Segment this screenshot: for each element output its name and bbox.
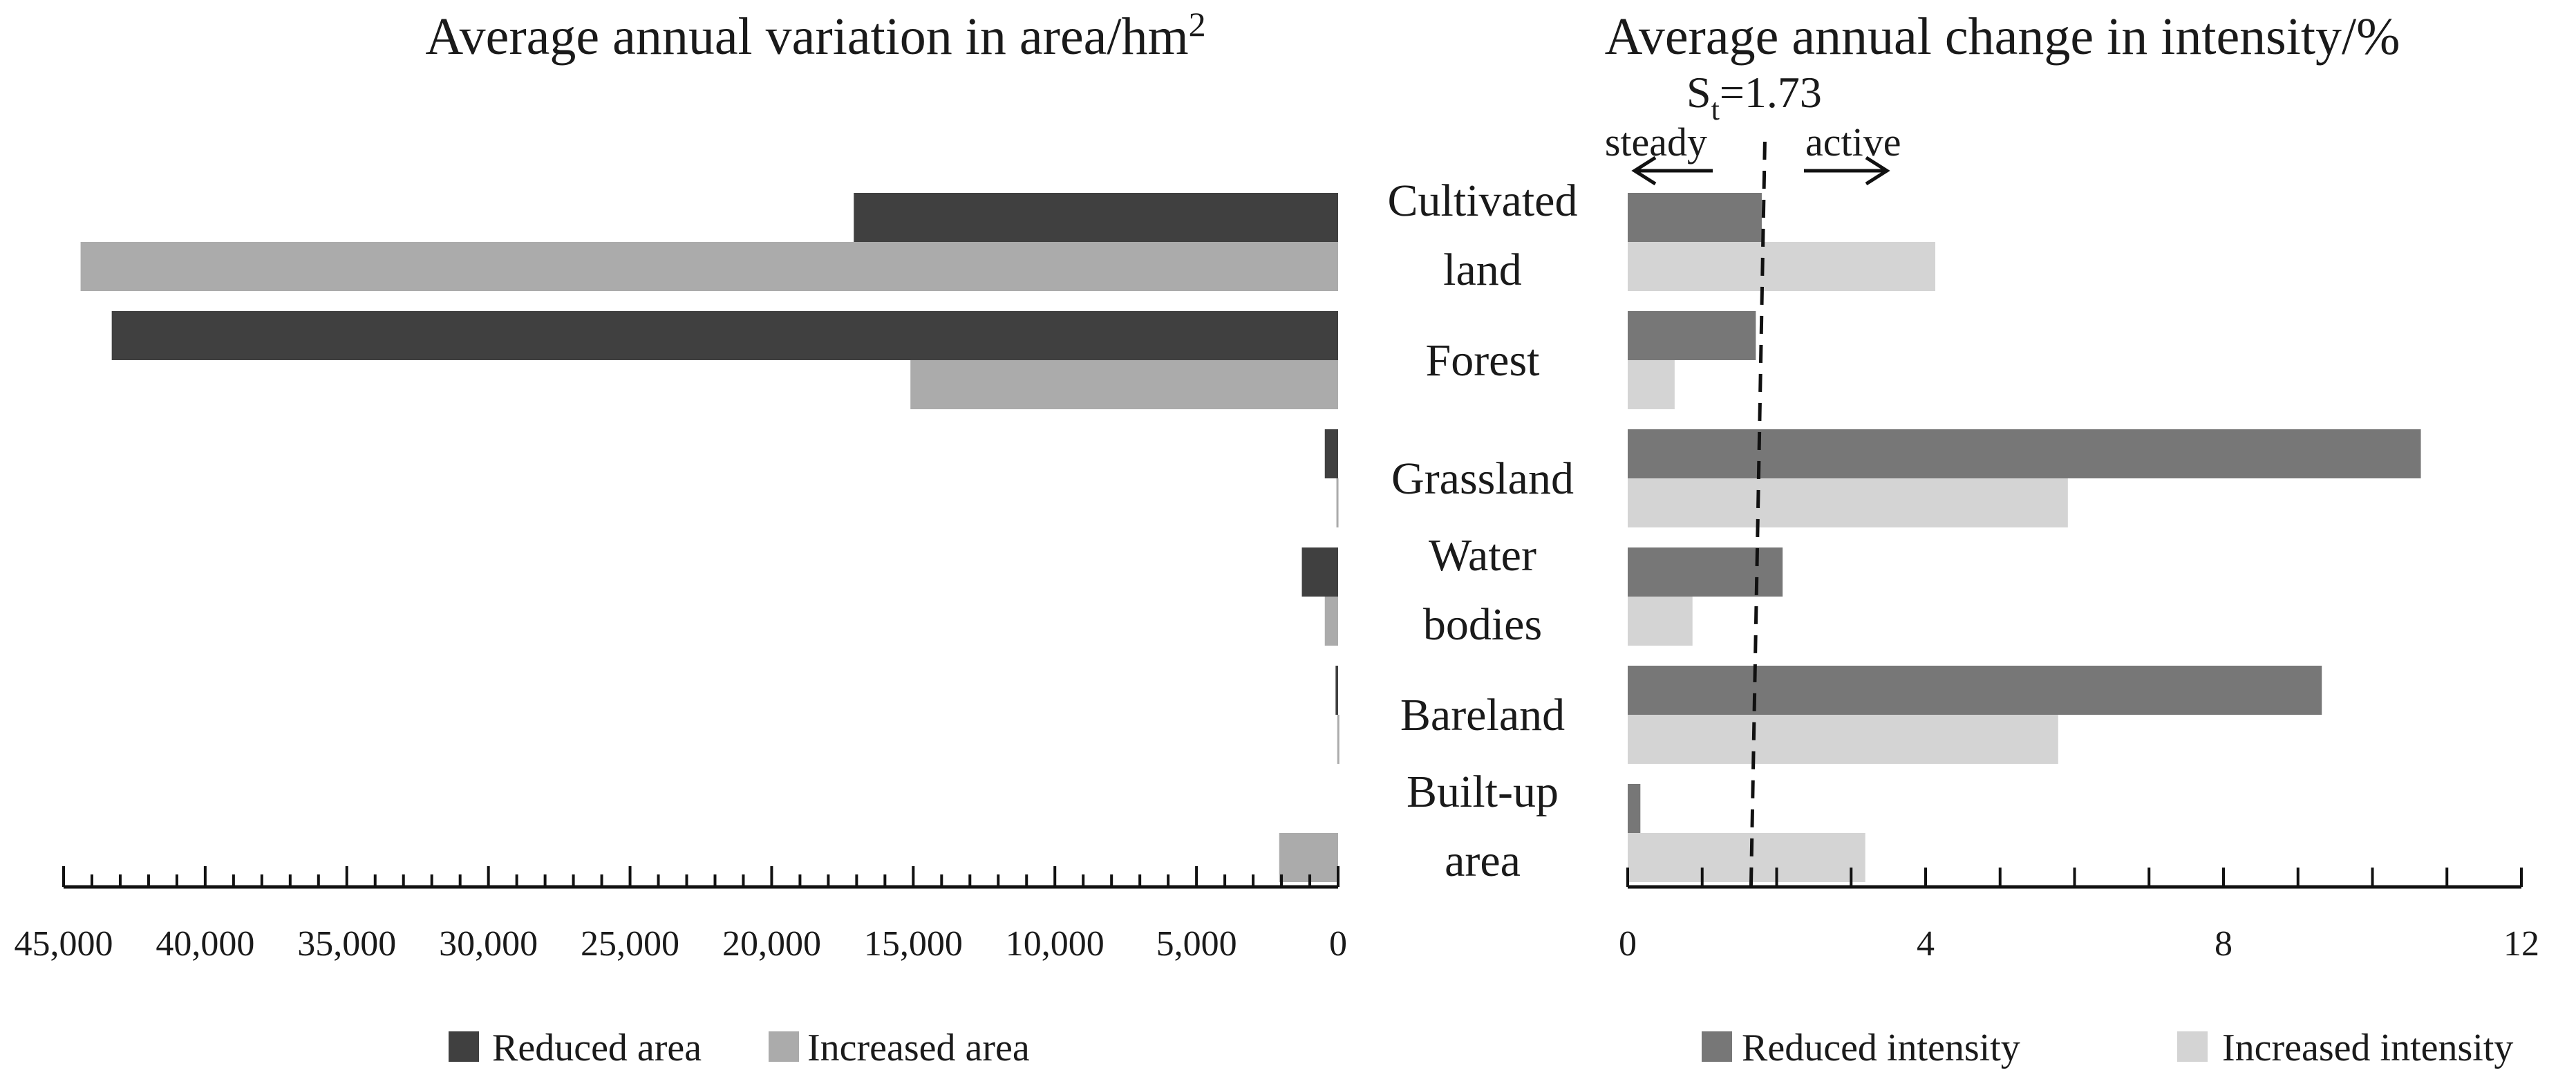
- right-bar-reduced: [1628, 784, 1641, 833]
- right-bar-reduced: [1628, 547, 1783, 597]
- reference-label-subscript: t: [1711, 93, 1720, 127]
- category-label: Forest: [1426, 335, 1540, 386]
- left-bar-reduced: [1301, 547, 1338, 597]
- left-bar-increased: [1279, 833, 1338, 882]
- left-bar-reduced: [854, 193, 1338, 242]
- left-tick-label: 5,000: [1156, 924, 1237, 964]
- right-bar-increased: [1628, 715, 2058, 764]
- right-tick-label: 4: [1917, 924, 1935, 964]
- left-bar-reduced: [1335, 666, 1338, 715]
- legend-swatch: [1702, 1031, 1732, 1062]
- left-bar-reduced: [1324, 429, 1338, 478]
- left-tick-label: 20,000: [722, 924, 821, 964]
- legend-swatch: [2177, 1031, 2208, 1062]
- right-bar-increased: [1628, 478, 2068, 527]
- reference-line-label: St=1.73: [1686, 68, 1822, 127]
- right-bar-increased: [1628, 360, 1675, 409]
- active-annotation: active: [1805, 120, 1901, 165]
- reference-label-s: S: [1686, 68, 1711, 117]
- legend-swatch: [449, 1031, 479, 1062]
- left-bar-increased: [80, 242, 1338, 291]
- category-label: Water: [1429, 530, 1536, 581]
- legend-label: Reduced area: [492, 1027, 702, 1069]
- left-bar-reduced: [111, 311, 1338, 360]
- left-bar-increased: [1324, 597, 1338, 646]
- category-label: Built-up: [1407, 767, 1559, 817]
- right-chart-title: Average annual change in intensity/%: [1605, 8, 2400, 66]
- legend-label: Increased intensity: [2222, 1027, 2513, 1069]
- right-tick-label: 8: [2215, 924, 2232, 964]
- category-label: Grassland: [1391, 453, 1574, 504]
- title-superscript: 2: [1189, 5, 1206, 44]
- right-bar-reduced: [1628, 193, 1762, 242]
- left-tick-label: 15,000: [864, 924, 963, 964]
- left-bar-increased: [910, 360, 1338, 409]
- right-bar-increased: [1628, 242, 1936, 291]
- legend-label: Increased area: [807, 1027, 1030, 1069]
- left-chart-title: Average annual variation in area/hm2: [425, 5, 1205, 66]
- category-label: area: [1445, 836, 1521, 886]
- right-bar-reduced: [1628, 429, 2421, 478]
- left-arrow-icon: [1631, 156, 1713, 186]
- legend-label: Reduced intensity: [1742, 1027, 2020, 1069]
- category-label: bodies: [1423, 599, 1542, 650]
- reference-line-dashed: [1749, 141, 1767, 888]
- right-bar-increased: [1628, 833, 1865, 882]
- right-bar-increased: [1628, 597, 1693, 646]
- left-tick-label: 10,000: [1006, 924, 1104, 964]
- category-label: Bareland: [1400, 690, 1565, 740]
- category-label: Cultivated: [1388, 176, 1578, 226]
- reference-label-value: =1.73: [1720, 68, 1822, 117]
- left-tick-label: 0: [1329, 924, 1347, 964]
- right-tick-label: 12: [2503, 924, 2539, 964]
- left-tick-label: 45,000: [15, 924, 113, 964]
- left-bar-increased: [1336, 478, 1339, 527]
- steady-annotation: steady: [1605, 120, 1707, 165]
- left-tick-label: 30,000: [439, 924, 538, 964]
- legend-swatch: [769, 1031, 799, 1062]
- left-tick-label: 40,000: [156, 924, 254, 964]
- left-tick-label: 25,000: [581, 924, 679, 964]
- right-arrow-icon: [1804, 156, 1890, 186]
- right-bar-reduced: [1628, 666, 2322, 715]
- right-tick-label: 0: [1619, 924, 1637, 964]
- left-bar-increased: [1337, 715, 1339, 764]
- left-tick-label: 35,000: [297, 924, 396, 964]
- category-label: land: [1443, 245, 1522, 295]
- right-bar-reduced: [1628, 311, 1756, 360]
